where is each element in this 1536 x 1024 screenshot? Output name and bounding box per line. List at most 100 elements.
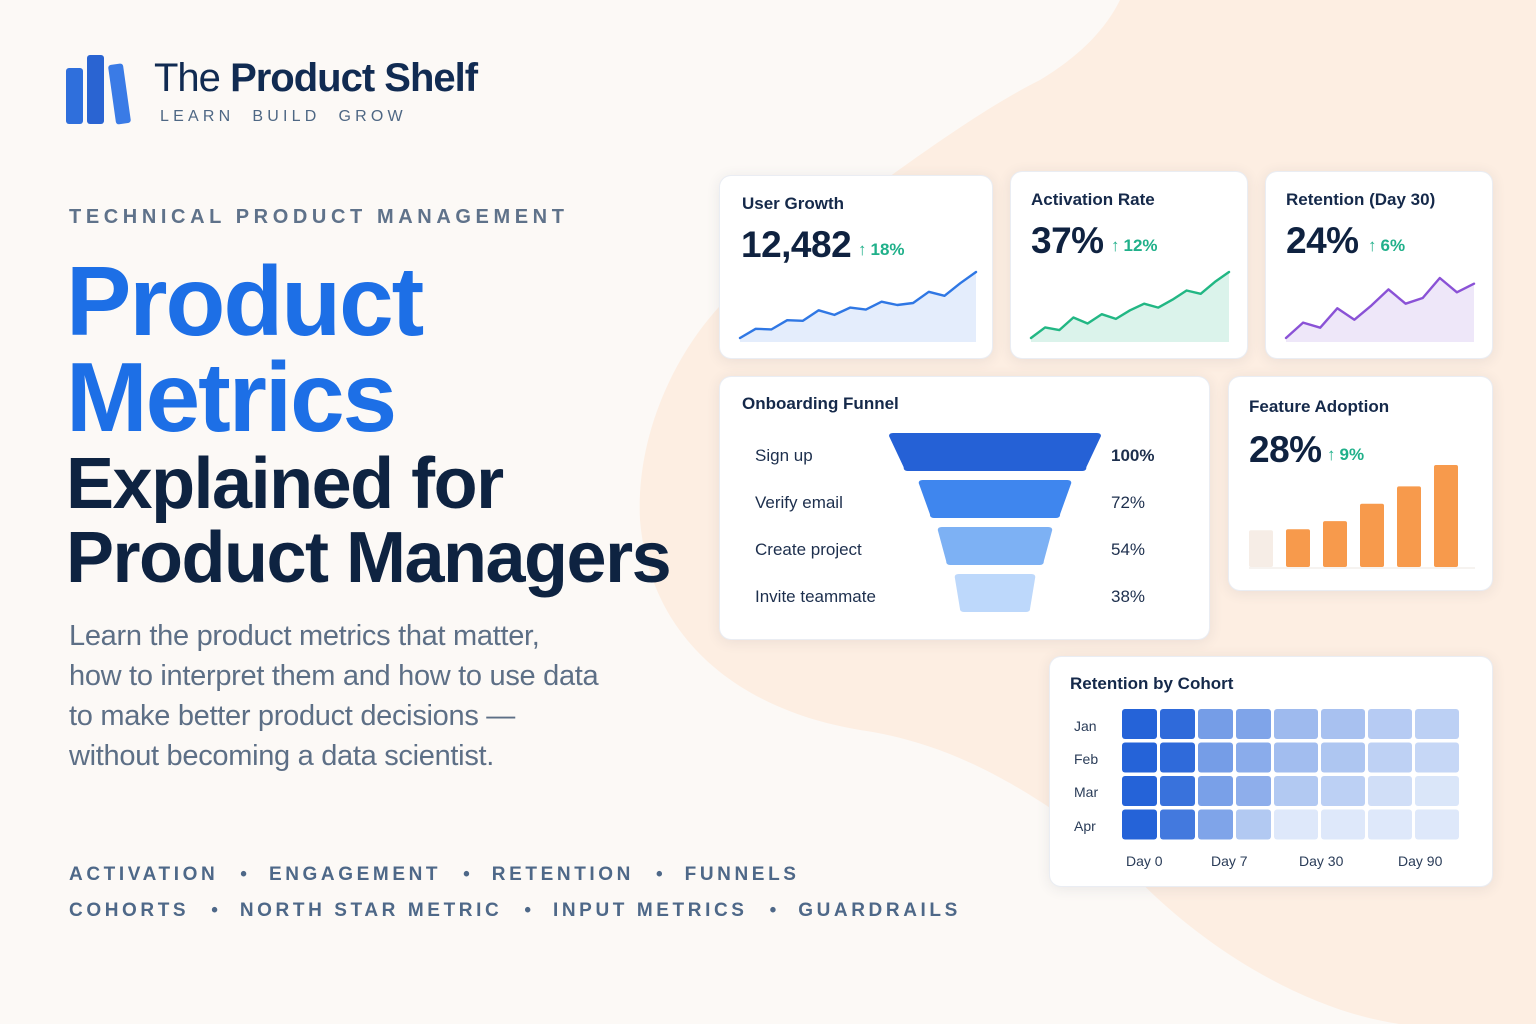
cohort-cell (1122, 810, 1157, 840)
cohort-cell (1321, 709, 1365, 739)
funnel-stage (889, 433, 1101, 471)
cohort-cell (1198, 709, 1233, 739)
headline-line-1: Product (66, 252, 422, 350)
topic-tag: ENGAGEMENT (269, 864, 441, 885)
cohort-cell (1274, 776, 1318, 806)
brand-name: The Product Shelf (154, 56, 477, 101)
funnel-step-value: 54% (1111, 540, 1145, 560)
cohort-row-label: Apr (1074, 818, 1096, 834)
metric-value: 37% (1031, 220, 1104, 262)
brand-name-part1: The (154, 56, 220, 100)
cohort-cell (1368, 810, 1412, 840)
description-line: how to interpret them and how to use dat… (69, 656, 669, 696)
funnel-step-label: Verify email (755, 493, 843, 513)
funnel-step-value: 72% (1111, 493, 1145, 513)
topic-separator: • (463, 864, 470, 885)
feature-adoption-card: Feature Adoption 28% ↑ 9% (1228, 376, 1493, 591)
retention-sparkline (1286, 272, 1474, 342)
cohort-cell (1122, 709, 1157, 739)
delta-value: 9% (1340, 445, 1365, 464)
cohort-heatmap (1122, 709, 1472, 845)
cohort-cell (1321, 743, 1365, 773)
cohort-cell (1160, 743, 1195, 773)
cohort-x-tick: Day 90 (1398, 853, 1442, 869)
cohort-cell (1160, 776, 1195, 806)
funnel-step-label: Sign up (755, 446, 813, 466)
adoption-bar (1286, 529, 1310, 567)
headline-line-3: Explained for (66, 448, 503, 520)
cohort-cell (1415, 743, 1459, 773)
cohort-cell (1198, 743, 1233, 773)
books-logo-icon (66, 52, 138, 128)
metric-delta: ↑ 6% (1368, 236, 1405, 256)
cohort-cell (1415, 709, 1459, 739)
metric-value: 12,482 (741, 224, 851, 266)
description-line: without becoming a data scientist. (69, 736, 669, 776)
cohort-cell (1236, 743, 1271, 773)
topic-separator: • (211, 900, 218, 921)
cohort-cell (1160, 810, 1195, 840)
delta-value: 18% (871, 240, 905, 259)
description: Learn the product metrics that matter, h… (69, 616, 669, 776)
topic-tag: NORTH STAR METRIC (240, 900, 502, 921)
metric-delta: ↑ 9% (1327, 445, 1364, 465)
activation-area (1031, 272, 1229, 342)
activation-rate-sparkline (1031, 266, 1229, 342)
user-growth-card: User Growth 12,482 ↑ 18% (719, 175, 993, 359)
topic-tag: COHORTS (69, 900, 189, 921)
funnel-step-value: 100% (1111, 446, 1154, 466)
description-line: Learn the product metrics that matter, (69, 616, 669, 656)
tagline-word: GROW (338, 108, 406, 125)
cohort-cell (1321, 810, 1365, 840)
tagline-word: BUILD (252, 108, 320, 125)
retention-area (1286, 278, 1474, 342)
card-title: Onboarding Funnel (742, 394, 899, 414)
card-title: Feature Adoption (1249, 397, 1389, 417)
cohort-cell (1368, 743, 1412, 773)
metric-delta: ↑ 12% (1111, 236, 1158, 256)
activation-rate-card: Activation Rate 37% ↑ 12% (1010, 171, 1248, 359)
metric-value: 24% (1286, 220, 1359, 262)
cohort-x-tick: Day 0 (1126, 853, 1163, 869)
funnel-chart (880, 433, 1110, 619)
adoption-bar (1397, 486, 1421, 567)
headline-line-2: Metrics (66, 348, 395, 446)
feature-adoption-bar-chart (1249, 463, 1475, 569)
funnel-stage (938, 527, 1052, 565)
card-title: Activation Rate (1031, 190, 1155, 210)
cohort-cell (1274, 709, 1318, 739)
adoption-bar (1360, 504, 1384, 567)
topic-separator: • (240, 864, 247, 885)
topics-row-2: COHORTS • NORTH STAR METRIC • INPUT METRICS •… (69, 900, 961, 922)
topic-tag: FUNNELS (685, 864, 800, 885)
topic-separator: • (656, 864, 663, 885)
cohort-cell (1236, 810, 1271, 840)
card-title: Retention by Cohort (1070, 674, 1233, 694)
onboarding-funnel-card: Onboarding Funnel Sign up Verify email C… (719, 376, 1210, 640)
arrow-up-icon: ↑ (1327, 445, 1336, 464)
cohort-cell (1368, 776, 1412, 806)
user-growth-area (740, 272, 976, 342)
funnel-stage (919, 480, 1072, 518)
eyebrow-label: TECHNICAL PRODUCT MANAGEMENT (69, 206, 569, 229)
delta-value: 6% (1381, 236, 1406, 255)
funnel-stage (955, 574, 1036, 612)
topic-separator: • (524, 900, 531, 921)
cohort-cell (1198, 810, 1233, 840)
funnel-step-label: Invite teammate (755, 587, 876, 607)
arrow-up-icon: ↑ (858, 240, 867, 259)
arrow-up-icon: ↑ (1368, 236, 1377, 255)
card-title: User Growth (742, 194, 844, 214)
adoption-bar (1323, 521, 1347, 567)
cohort-cell (1274, 810, 1318, 840)
cohort-cell (1160, 709, 1195, 739)
card-title: Retention (Day 30) (1286, 190, 1435, 210)
cohort-cell (1415, 810, 1459, 840)
cohort-cell (1236, 776, 1271, 806)
cohort-x-tick: Day 30 (1299, 853, 1343, 869)
cohort-cell (1321, 776, 1365, 806)
topic-tag: RETENTION (492, 864, 634, 885)
description-line: to make better product decisions — (69, 696, 669, 736)
cohort-cell (1368, 709, 1412, 739)
retention-by-cohort-card: Retention by Cohort Jan Feb Mar Apr Day … (1049, 656, 1493, 887)
